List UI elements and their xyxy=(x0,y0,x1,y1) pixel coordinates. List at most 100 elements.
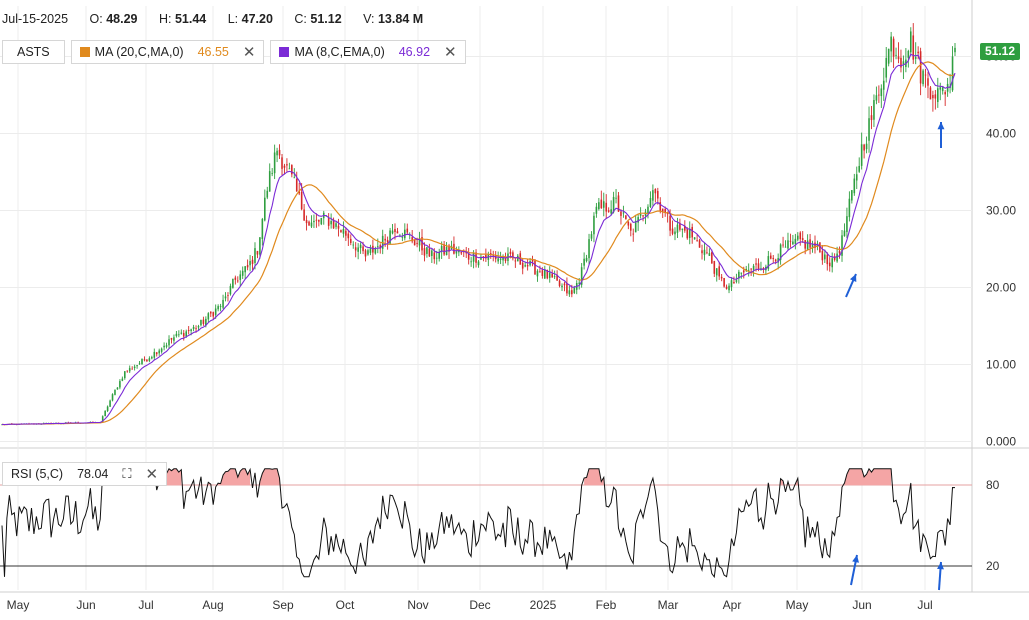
candle-body xyxy=(600,199,603,209)
candle-body xyxy=(909,31,912,53)
close-icon[interactable]: ✕ xyxy=(242,44,256,61)
candle-body xyxy=(708,253,711,256)
close-icon[interactable]: ✕ xyxy=(444,44,457,61)
candle-body xyxy=(691,226,693,238)
candle-body xyxy=(310,222,313,227)
candle-body xyxy=(583,258,585,266)
candle-body xyxy=(236,280,239,282)
high-value: 51.44 xyxy=(174,12,207,26)
candle-body xyxy=(502,257,504,261)
candle-body xyxy=(426,247,428,254)
candle-body xyxy=(873,100,875,120)
candle-body xyxy=(448,245,450,252)
candle-body xyxy=(212,312,215,317)
candle-body xyxy=(531,259,534,262)
candle-body xyxy=(359,244,362,249)
candle-body xyxy=(686,228,689,239)
candle-body xyxy=(178,334,180,336)
candle-body xyxy=(165,345,168,347)
candle-body xyxy=(863,144,865,151)
annotation-arrows xyxy=(845,122,945,591)
candle-body xyxy=(192,327,195,329)
ma8-chip[interactable]: MA (8,C,EMA,0) 46.92 ✕ xyxy=(270,40,466,64)
candle-body xyxy=(769,255,772,259)
candle-body xyxy=(497,258,499,262)
candle-body xyxy=(622,212,625,214)
grid xyxy=(0,0,1029,593)
candle-body xyxy=(293,177,296,179)
candle-body xyxy=(303,209,305,221)
candle-body xyxy=(826,254,829,265)
candle-body xyxy=(720,276,723,279)
candle-body xyxy=(735,280,738,282)
candle-body xyxy=(664,209,666,213)
ma20-swatch xyxy=(79,47,90,57)
candle-body xyxy=(851,190,853,201)
candle-body xyxy=(858,165,861,172)
candle-body xyxy=(128,368,131,372)
candle-body xyxy=(300,191,303,210)
candle-body xyxy=(718,266,721,277)
candle-body xyxy=(131,368,133,370)
candle-body xyxy=(929,87,932,100)
candle-body xyxy=(610,209,612,214)
candle-body xyxy=(789,240,792,242)
rsi-tick-label: 20 xyxy=(986,559,1000,573)
candle-body xyxy=(499,258,502,260)
candle-body xyxy=(713,261,716,274)
candle-body xyxy=(182,333,185,337)
x-tick-label: 2025 xyxy=(530,598,557,612)
close-icon[interactable]: ✕ xyxy=(145,466,159,483)
candle-body xyxy=(696,240,698,242)
rsi-chip[interactable]: RSI (5,C) 78.04 ⛶ ✕ xyxy=(2,462,168,486)
candle-body xyxy=(742,270,745,273)
candle-body xyxy=(806,240,809,251)
candle-body xyxy=(278,149,281,156)
candle-body xyxy=(401,237,404,239)
candle-body xyxy=(932,95,934,99)
ma20-chip[interactable]: MA (20,C,MA,0) 46.55 ✕ xyxy=(70,40,265,64)
candle-body xyxy=(836,253,838,262)
candle-body xyxy=(389,230,391,244)
symbol-chip[interactable]: ASTS xyxy=(2,40,65,64)
candle-body xyxy=(819,242,821,253)
candle-body xyxy=(912,35,915,60)
candle-body xyxy=(394,228,396,232)
candle-body xyxy=(217,306,219,310)
candle-body xyxy=(406,228,409,233)
candle-body xyxy=(106,406,109,411)
candle-body xyxy=(141,358,143,365)
candle-body xyxy=(573,288,576,293)
candle-body xyxy=(607,210,610,212)
candle-body xyxy=(109,400,111,407)
x-tick-label: Jun xyxy=(76,598,95,612)
candle-body xyxy=(276,150,278,156)
candle-body xyxy=(362,246,364,252)
candle-body xyxy=(605,202,608,212)
x-tick-label: Sep xyxy=(272,598,294,612)
candle-body xyxy=(914,56,917,59)
candle-body xyxy=(593,215,595,235)
candle-body xyxy=(485,254,487,259)
candle-body xyxy=(521,262,524,269)
candle-body xyxy=(634,220,637,233)
x-tick-label: Apr xyxy=(723,598,742,612)
candle-body xyxy=(116,387,119,390)
candle-body xyxy=(261,218,264,239)
candle-body xyxy=(657,191,659,199)
candle-body xyxy=(693,237,696,240)
expand-icon[interactable]: ⛶ xyxy=(122,466,132,481)
candle-body xyxy=(423,248,426,256)
candle-body xyxy=(711,252,713,264)
candle-body xyxy=(229,285,232,295)
candle-body xyxy=(846,216,848,232)
candle-body xyxy=(435,257,438,259)
date-label: Jul-15-2025 xyxy=(2,12,69,26)
candle-body xyxy=(158,350,160,354)
candlestick-series xyxy=(1,23,956,426)
candle-body xyxy=(779,244,782,260)
candle-body xyxy=(477,261,480,266)
candle-body xyxy=(853,178,856,194)
candle-body xyxy=(200,319,202,326)
